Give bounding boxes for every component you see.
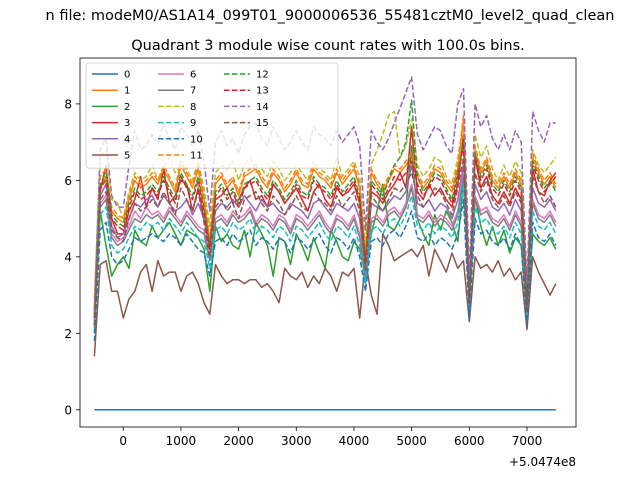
plot-frame [79, 57, 577, 428]
y-tick-label: 6 [64, 174, 72, 188]
legend-label-13: 13 [256, 86, 269, 97]
legend-label-7: 7 [190, 86, 196, 97]
series-line-11 [93, 114, 557, 307]
chart-title: Quadrant 3 module wise count rates with … [131, 38, 525, 54]
legend-label-9: 9 [190, 118, 196, 129]
y-axis: 0 2 4 6 8 [64, 97, 80, 417]
series-line-1 [93, 118, 557, 311]
x-tick-label: 5000 [396, 434, 427, 448]
y-tick-label: 4 [64, 250, 72, 264]
figure-suptitle: n file: modeM0/AS1A14_099T01_9000006536_… [46, 8, 615, 24]
legend-box [85, 62, 339, 169]
legend-label-2: 2 [124, 102, 130, 113]
x-tick-label: 4000 [339, 434, 370, 448]
legend-label-14: 14 [256, 102, 269, 113]
legend-label-12: 12 [256, 70, 269, 81]
series-line-13 [93, 145, 557, 319]
x-tick-label: 7000 [512, 434, 543, 448]
legend-label-4: 4 [124, 134, 130, 145]
legend-label-6: 6 [190, 70, 196, 81]
series-line-12 [93, 99, 557, 315]
series-line-9 [93, 183, 557, 334]
series-line-6 [93, 171, 557, 330]
series-line-15 [93, 156, 557, 326]
legend-label-15: 15 [256, 118, 269, 129]
series-line-4 [93, 164, 557, 322]
series-lines [93, 76, 557, 411]
y-tick-label: 2 [64, 327, 72, 341]
y-tick-label: 0 [64, 403, 72, 417]
x-tick-label: 2000 [223, 434, 254, 448]
legend-label-3: 3 [124, 118, 130, 129]
series-line-10 [93, 198, 557, 342]
legend-label-1: 1 [124, 86, 130, 97]
legend-label-8: 8 [190, 102, 196, 113]
x-tick-label: 6000 [454, 434, 485, 448]
legend-label-0: 0 [124, 70, 130, 81]
series-line-5 [93, 233, 557, 357]
legend-label-11: 11 [190, 151, 203, 162]
x-tick-label: 1000 [166, 434, 197, 448]
series-line-3 [93, 126, 557, 319]
x-tick-label: 0 [119, 434, 127, 448]
y-tick-label: 8 [64, 97, 72, 111]
x-tick-label: 3000 [281, 434, 312, 448]
legend-label-5: 5 [124, 151, 130, 162]
series-line-7 [93, 175, 557, 334]
x-offset-label: +5.0474e8 [509, 455, 576, 469]
x-axis: 0 1000 2000 3000 4000 5000 6000 7000 [119, 427, 542, 448]
legend-label-10: 10 [190, 134, 203, 145]
